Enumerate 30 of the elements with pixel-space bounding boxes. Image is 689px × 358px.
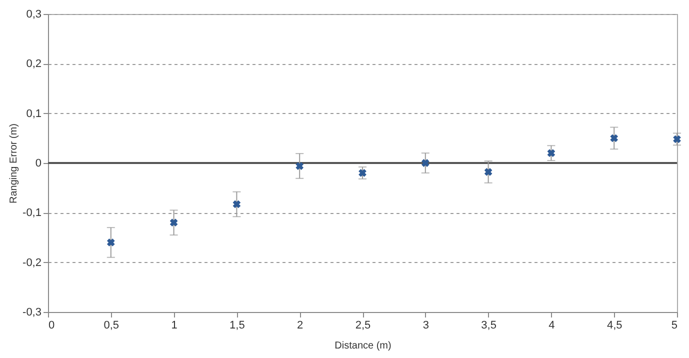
point	[610, 134, 618, 142]
point	[107, 238, 115, 246]
y-tick-label: 0,2	[26, 58, 42, 70]
point	[358, 169, 366, 177]
point	[232, 200, 241, 208]
x-tick-label: 1,5	[230, 320, 245, 332]
x-tick-label: 4	[548, 320, 555, 332]
x-axis-title: Distance (m)	[334, 340, 392, 352]
y-tick-label: 0	[35, 158, 42, 170]
x-tick-label: 0,5	[104, 320, 120, 332]
y-tick-label: -0,2	[22, 256, 42, 269]
x-tick-label: 0	[48, 320, 55, 332]
x-tick-label: 3	[422, 320, 429, 332]
point	[296, 162, 304, 170]
x-tick-label: 5	[671, 320, 678, 332]
x-tick-label: 3,5	[481, 320, 496, 332]
y-tick-label: 0,3	[26, 8, 42, 20]
point	[547, 149, 556, 157]
x-tick-label: 4,5	[606, 320, 622, 332]
x-tick-label: 1	[171, 320, 178, 332]
y-tick-label: -0,3	[22, 306, 42, 318]
point	[484, 168, 492, 176]
point	[170, 218, 178, 226]
y-tick-label: -0,1	[22, 207, 42, 220]
x-tick-label: 2	[297, 320, 304, 332]
x-tick-label: 2,5	[355, 320, 371, 332]
y-axis-title: Ranging Error (m)	[8, 123, 20, 204]
point	[673, 135, 681, 143]
y-tick-label: 0,1	[26, 108, 42, 120]
point	[422, 159, 430, 167]
